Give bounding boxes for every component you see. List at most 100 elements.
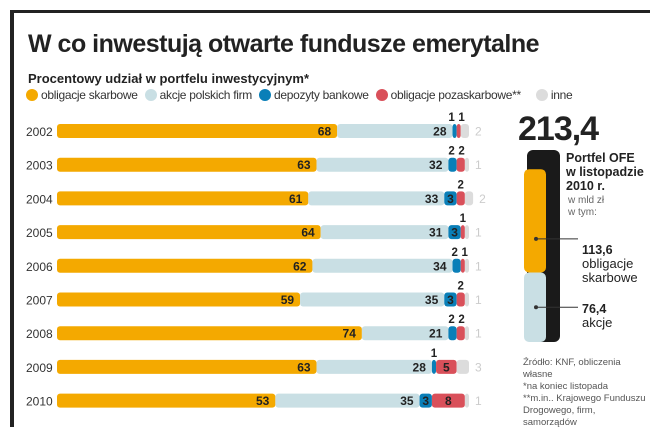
bar-segment — [448, 157, 457, 172]
summary-value: 113,6 — [582, 243, 613, 257]
bar-segment — [57, 359, 317, 374]
bar-segment — [460, 258, 465, 273]
data-label: 3 — [447, 293, 454, 307]
legend-item: inne — [535, 88, 573, 102]
data-label: 1 — [475, 327, 482, 341]
bar-segment — [460, 225, 465, 240]
bar-segment — [452, 124, 457, 138]
chart-subtitle: Procentowy udział w portfelu inwestycyjn… — [28, 71, 310, 86]
data-label: 1 — [431, 348, 438, 360]
summary-item-bonds: 113,6 obligacje skarbowe — [582, 243, 638, 285]
portfolio-label-line: 2010 r. — [566, 179, 605, 193]
data-label: 34 — [433, 259, 447, 273]
bar-segment — [316, 157, 449, 172]
bar-segment — [464, 225, 469, 240]
bar-segment — [460, 124, 469, 138]
bar-segment — [456, 292, 465, 307]
data-label: 2 — [475, 125, 482, 139]
chart-title: W co inwestują otwarte fundusze emerytal… — [28, 30, 540, 58]
data-label: 2 — [448, 146, 454, 158]
legend-label: depozyty bankowe — [274, 88, 369, 102]
data-label: 2 — [479, 192, 486, 206]
data-label: 3 — [447, 192, 454, 206]
bar-segment — [464, 326, 469, 341]
data-label: 2 — [458, 281, 464, 293]
bar-segment — [464, 393, 469, 408]
portfolio-label-line: w listopadzie — [566, 165, 644, 179]
legend-item: akcje polskich firm — [144, 88, 252, 102]
source-note: Źródło: KNF, obliczenia własne — [523, 357, 621, 380]
bar-segment — [456, 124, 461, 138]
bar-segment — [464, 157, 469, 172]
portfolio-total: 213,4 — [518, 110, 599, 148]
bar-segment — [436, 359, 457, 374]
data-label: 32 — [429, 158, 443, 172]
bar-segment — [320, 225, 449, 240]
data-label: 33 — [425, 192, 439, 206]
data-label: 28 — [413, 360, 427, 374]
bar-segment — [464, 191, 474, 206]
bar-segment — [456, 191, 465, 206]
unit-line: w mld zł — [568, 195, 605, 206]
data-label: 63 — [297, 158, 311, 172]
footnote: *na koniec listopada — [523, 381, 609, 392]
bar-segment — [464, 292, 469, 307]
year-label: 2008 — [26, 327, 53, 341]
bar-segment — [452, 258, 461, 273]
year-label: 2006 — [26, 260, 53, 274]
legend-label: inne — [550, 88, 573, 102]
bar-segment — [57, 326, 362, 341]
bar-segment — [456, 157, 465, 172]
legend-item: depozyty bankowe — [259, 88, 369, 102]
data-label: 2 — [458, 146, 464, 158]
bar-segment — [456, 359, 469, 374]
legend-item: obligacje pozaskarbowe** — [375, 88, 522, 102]
bar-segment — [57, 124, 338, 138]
data-label: 1 — [458, 112, 465, 124]
callout-dot — [534, 305, 538, 310]
bar-segment — [448, 225, 461, 240]
portfolio-bonds-segment — [524, 169, 546, 273]
notes: Źródło: KNF, obliczenia własne *na konie… — [523, 357, 650, 427]
bar-segment — [57, 157, 317, 172]
data-label: 5 — [443, 360, 450, 374]
unit-line: w tym: — [568, 207, 597, 218]
data-label: 1 — [475, 394, 482, 408]
data-label: 35 — [400, 394, 414, 408]
legend: obligacje skarbowe akcje polskich firm dep… — [26, 88, 579, 102]
bar-segment — [444, 191, 457, 206]
bar-segment — [57, 258, 313, 273]
legend-label: obligacje pozaskarbowe** — [390, 88, 522, 102]
legend-swatch — [375, 89, 388, 101]
data-label: 61 — [289, 192, 303, 206]
bar-segment — [431, 393, 465, 408]
bar-segment — [444, 292, 457, 307]
year-label: 2010 — [26, 395, 53, 409]
data-label: 1 — [460, 213, 467, 225]
summary-item-stocks: 76,4 akcje — [582, 302, 612, 330]
bar-segment — [57, 393, 276, 408]
data-label: 68 — [318, 125, 332, 139]
data-label: 3 — [422, 394, 429, 408]
left-rule — [10, 10, 14, 427]
bar-segment — [57, 225, 321, 240]
summary-label: obligacje — [582, 256, 634, 271]
bar-segment — [275, 393, 420, 408]
data-label: 2 — [448, 314, 454, 326]
data-label: 1 — [475, 259, 482, 273]
year-label: 2003 — [26, 159, 53, 173]
summary-label: akcje — [582, 315, 613, 330]
bar-segment — [456, 326, 465, 341]
bar-segment — [419, 393, 432, 408]
year-label: 2009 — [26, 361, 53, 375]
footnote: Drogowego, firm, samorządów — [523, 405, 596, 427]
data-label: 1 — [475, 293, 482, 307]
bar-segment — [448, 326, 457, 341]
callout-dot — [534, 236, 538, 241]
bar-segment — [337, 124, 453, 138]
year-label: 2005 — [26, 226, 53, 240]
portfolio-label: Portfel OFE w listopadzie 2010 r. — [566, 151, 644, 193]
legend-swatch — [259, 89, 271, 101]
